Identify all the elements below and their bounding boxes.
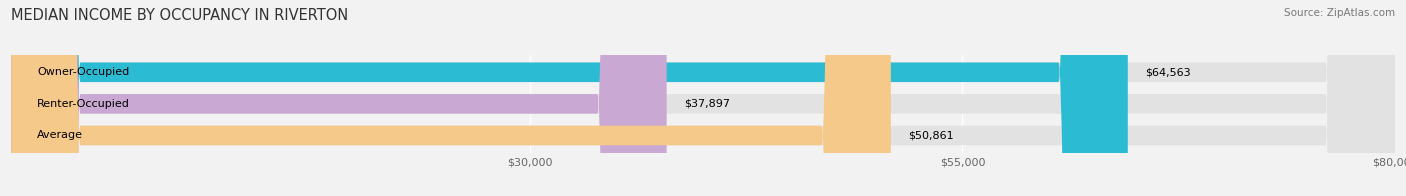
FancyBboxPatch shape [11, 0, 666, 196]
FancyBboxPatch shape [11, 0, 1395, 196]
Text: Average: Average [37, 131, 83, 141]
Text: $64,563: $64,563 [1144, 67, 1191, 77]
FancyBboxPatch shape [11, 0, 1395, 196]
Text: $50,861: $50,861 [908, 131, 953, 141]
Text: Source: ZipAtlas.com: Source: ZipAtlas.com [1284, 8, 1395, 18]
Text: Owner-Occupied: Owner-Occupied [37, 67, 129, 77]
Text: $37,897: $37,897 [683, 99, 730, 109]
FancyBboxPatch shape [11, 0, 891, 196]
Text: MEDIAN INCOME BY OCCUPANCY IN RIVERTON: MEDIAN INCOME BY OCCUPANCY IN RIVERTON [11, 8, 349, 23]
Text: Renter-Occupied: Renter-Occupied [37, 99, 131, 109]
FancyBboxPatch shape [11, 0, 1395, 196]
FancyBboxPatch shape [11, 0, 1128, 196]
